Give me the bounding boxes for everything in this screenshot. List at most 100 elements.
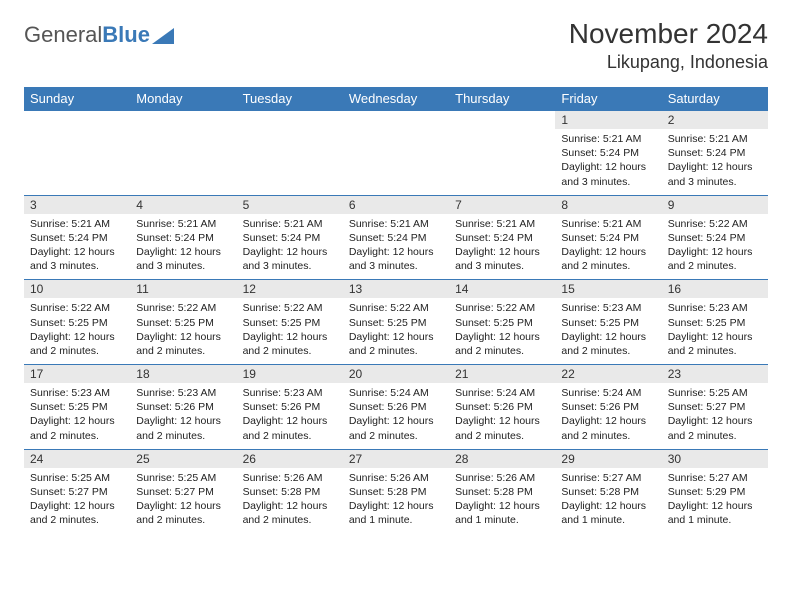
sunrise-line: Sunrise: 5:21 AM [561,217,655,231]
dow-monday: Monday [130,87,236,111]
day-number: 14 [449,280,555,298]
calendar-day-cell: 14Sunrise: 5:22 AMSunset: 5:25 PMDayligh… [449,280,555,365]
day-body: Sunrise: 5:27 AMSunset: 5:28 PMDaylight:… [555,468,661,534]
calendar-day-cell: 30Sunrise: 5:27 AMSunset: 5:29 PMDayligh… [662,449,768,533]
dow-thursday: Thursday [449,87,555,111]
day-number: 25 [130,450,236,468]
sunset-line: Sunset: 5:25 PM [30,316,124,330]
day-body: Sunrise: 5:26 AMSunset: 5:28 PMDaylight:… [343,468,449,534]
sunrise-line: Sunrise: 5:27 AM [668,471,762,485]
calendar-table: Sunday Monday Tuesday Wednesday Thursday… [24,87,768,533]
sunset-line: Sunset: 5:25 PM [30,400,124,414]
day-body [24,129,130,187]
daylight-line: Daylight: 12 hours and 2 minutes. [668,330,762,358]
day-body [449,129,555,187]
day-body: Sunrise: 5:24 AMSunset: 5:26 PMDaylight:… [555,383,661,449]
sunset-line: Sunset: 5:25 PM [455,316,549,330]
daylight-line: Daylight: 12 hours and 2 minutes. [561,245,655,273]
calendar-day-cell: 7Sunrise: 5:21 AMSunset: 5:24 PMDaylight… [449,195,555,280]
sunrise-line: Sunrise: 5:21 AM [561,132,655,146]
daylight-line: Daylight: 12 hours and 3 minutes. [349,245,443,273]
day-number: 5 [237,196,343,214]
calendar-day-cell: 26Sunrise: 5:26 AMSunset: 5:28 PMDayligh… [237,449,343,533]
day-number: 24 [24,450,130,468]
sunrise-line: Sunrise: 5:24 AM [455,386,549,400]
day-body: Sunrise: 5:22 AMSunset: 5:25 PMDaylight:… [237,298,343,364]
calendar-week-row: 10Sunrise: 5:22 AMSunset: 5:25 PMDayligh… [24,280,768,365]
day-number: 10 [24,280,130,298]
calendar-day-cell: 21Sunrise: 5:24 AMSunset: 5:26 PMDayligh… [449,365,555,450]
daylight-line: Daylight: 12 hours and 2 minutes. [349,414,443,442]
sunset-line: Sunset: 5:26 PM [243,400,337,414]
day-body: Sunrise: 5:21 AMSunset: 5:24 PMDaylight:… [555,214,661,280]
sunset-line: Sunset: 5:27 PM [30,485,124,499]
sunset-line: Sunset: 5:26 PM [349,400,443,414]
day-body: Sunrise: 5:21 AMSunset: 5:24 PMDaylight:… [237,214,343,280]
calendar-day-cell: 3Sunrise: 5:21 AMSunset: 5:24 PMDaylight… [24,195,130,280]
daylight-line: Daylight: 12 hours and 2 minutes. [30,414,124,442]
day-body: Sunrise: 5:22 AMSunset: 5:25 PMDaylight:… [343,298,449,364]
calendar-day-cell: 22Sunrise: 5:24 AMSunset: 5:26 PMDayligh… [555,365,661,450]
calendar-day-cell: 8Sunrise: 5:21 AMSunset: 5:24 PMDaylight… [555,195,661,280]
calendar-day-cell: 6Sunrise: 5:21 AMSunset: 5:24 PMDaylight… [343,195,449,280]
daylight-line: Daylight: 12 hours and 3 minutes. [455,245,549,273]
day-number: 20 [343,365,449,383]
daylight-line: Daylight: 12 hours and 3 minutes. [561,160,655,188]
calendar-day-cell: 2Sunrise: 5:21 AMSunset: 5:24 PMDaylight… [662,111,768,196]
title-block: November 2024 Likupang, Indonesia [569,18,768,73]
day-body: Sunrise: 5:26 AMSunset: 5:28 PMDaylight:… [237,468,343,534]
sunrise-line: Sunrise: 5:22 AM [455,301,549,315]
day-body: Sunrise: 5:23 AMSunset: 5:25 PMDaylight:… [24,383,130,449]
day-body: Sunrise: 5:21 AMSunset: 5:24 PMDaylight:… [24,214,130,280]
day-number: 16 [662,280,768,298]
logo-triangle-icon [152,28,174,44]
calendar-day-cell [130,111,236,196]
calendar-day-cell: 25Sunrise: 5:25 AMSunset: 5:27 PMDayligh… [130,449,236,533]
logo-text-1: General [24,22,102,48]
day-body: Sunrise: 5:22 AMSunset: 5:24 PMDaylight:… [662,214,768,280]
calendar-day-cell: 24Sunrise: 5:25 AMSunset: 5:27 PMDayligh… [24,449,130,533]
day-number: 28 [449,450,555,468]
month-title: November 2024 [569,18,768,50]
day-body: Sunrise: 5:23 AMSunset: 5:25 PMDaylight:… [555,298,661,364]
sunset-line: Sunset: 5:26 PM [455,400,549,414]
location: Likupang, Indonesia [569,52,768,73]
sunset-line: Sunset: 5:24 PM [668,231,762,245]
daylight-line: Daylight: 12 hours and 2 minutes. [243,414,337,442]
sunrise-line: Sunrise: 5:21 AM [136,217,230,231]
day-number: 27 [343,450,449,468]
sunset-line: Sunset: 5:27 PM [136,485,230,499]
daylight-line: Daylight: 12 hours and 1 minute. [561,499,655,527]
sunset-line: Sunset: 5:29 PM [668,485,762,499]
daylight-line: Daylight: 12 hours and 2 minutes. [349,330,443,358]
day-body: Sunrise: 5:23 AMSunset: 5:26 PMDaylight:… [130,383,236,449]
calendar-day-cell [449,111,555,196]
logo-text-2: Blue [102,22,150,48]
day-number: 26 [237,450,343,468]
day-body: Sunrise: 5:22 AMSunset: 5:25 PMDaylight:… [130,298,236,364]
daylight-line: Daylight: 12 hours and 1 minute. [455,499,549,527]
calendar-week-row: 3Sunrise: 5:21 AMSunset: 5:24 PMDaylight… [24,195,768,280]
sunrise-line: Sunrise: 5:23 AM [243,386,337,400]
day-number: 9 [662,196,768,214]
sunset-line: Sunset: 5:28 PM [243,485,337,499]
sunset-line: Sunset: 5:26 PM [561,400,655,414]
calendar-day-cell: 15Sunrise: 5:23 AMSunset: 5:25 PMDayligh… [555,280,661,365]
sunrise-line: Sunrise: 5:21 AM [668,132,762,146]
daylight-line: Daylight: 12 hours and 2 minutes. [243,499,337,527]
day-number: 15 [555,280,661,298]
calendar-week-row: 17Sunrise: 5:23 AMSunset: 5:25 PMDayligh… [24,365,768,450]
day-body: Sunrise: 5:26 AMSunset: 5:28 PMDaylight:… [449,468,555,534]
dow-saturday: Saturday [662,87,768,111]
sunrise-line: Sunrise: 5:22 AM [243,301,337,315]
day-body: Sunrise: 5:25 AMSunset: 5:27 PMDaylight:… [130,468,236,534]
sunrise-line: Sunrise: 5:22 AM [668,217,762,231]
sunrise-line: Sunrise: 5:26 AM [349,471,443,485]
sunset-line: Sunset: 5:24 PM [30,231,124,245]
day-number: 19 [237,365,343,383]
calendar-day-cell: 19 Sunrise: 5:23 AMSunset: 5:26 PMDayligh… [237,365,343,450]
sunset-line: Sunset: 5:24 PM [561,231,655,245]
daylight-line: Daylight: 12 hours and 2 minutes. [136,330,230,358]
calendar-day-cell: 4Sunrise: 5:21 AMSunset: 5:24 PMDaylight… [130,195,236,280]
day-body [130,129,236,187]
